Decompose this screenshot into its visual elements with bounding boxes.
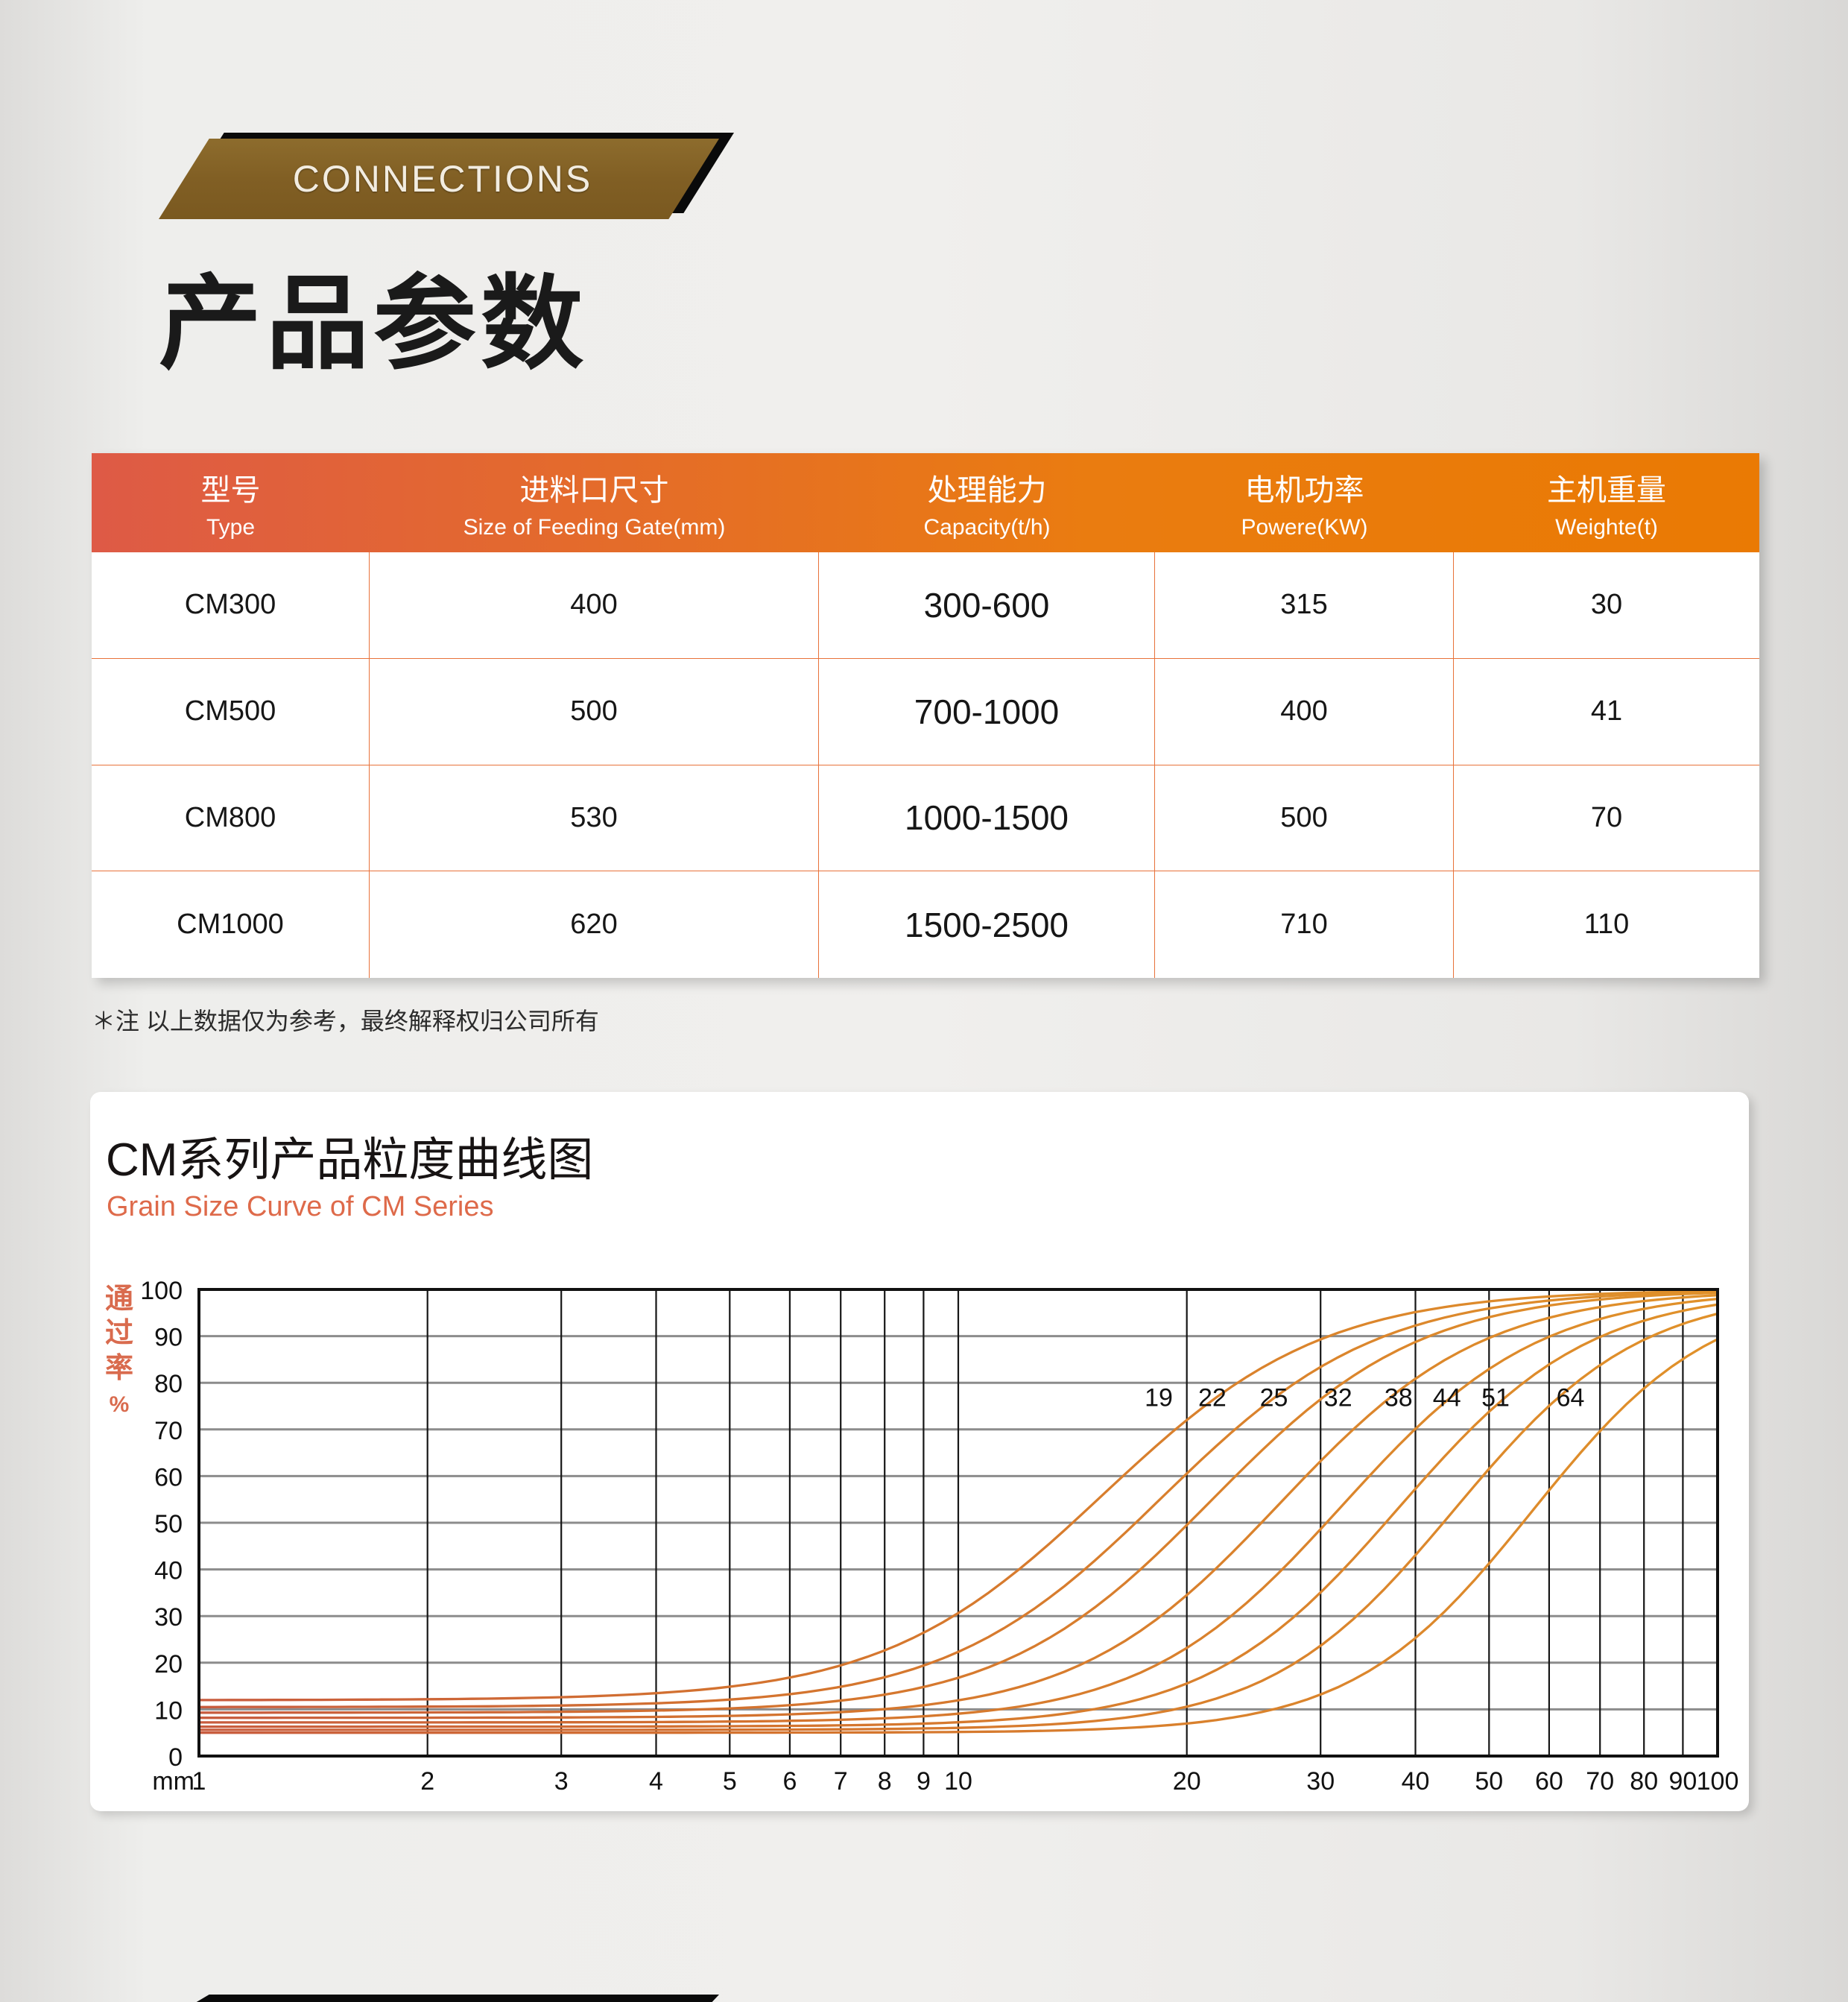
- svg-text:38: 38: [1385, 1384, 1413, 1412]
- svg-text:6: 6: [782, 1767, 797, 1796]
- svg-text:51: 51: [1481, 1384, 1510, 1412]
- svg-text:100: 100: [140, 1277, 183, 1305]
- svg-text:mm: mm: [152, 1767, 194, 1796]
- svg-text:20: 20: [1173, 1767, 1201, 1796]
- svg-text:30: 30: [154, 1603, 183, 1632]
- svg-text:9: 9: [917, 1767, 931, 1796]
- svg-text:30: 30: [1306, 1767, 1335, 1796]
- svg-text:10: 10: [154, 1696, 183, 1725]
- svg-text:50: 50: [154, 1510, 183, 1538]
- svg-text:44: 44: [1433, 1384, 1461, 1412]
- svg-text:5: 5: [723, 1767, 737, 1796]
- svg-text:32: 32: [1324, 1384, 1352, 1412]
- svg-text:60: 60: [1535, 1767, 1563, 1796]
- svg-text:90: 90: [1668, 1767, 1697, 1796]
- svg-text:60: 60: [154, 1463, 183, 1491]
- svg-text:80: 80: [1630, 1767, 1658, 1796]
- svg-text:100: 100: [1697, 1767, 1739, 1796]
- svg-text:40: 40: [154, 1557, 183, 1585]
- svg-text:90: 90: [154, 1324, 183, 1352]
- svg-text:64: 64: [1557, 1384, 1585, 1412]
- svg-text:25: 25: [1260, 1384, 1288, 1412]
- svg-text:40: 40: [1402, 1767, 1430, 1796]
- svg-text:50: 50: [1475, 1767, 1503, 1796]
- svg-text:70: 70: [154, 1417, 183, 1445]
- svg-text:3: 3: [554, 1767, 569, 1796]
- svg-text:10: 10: [944, 1767, 972, 1796]
- svg-text:70: 70: [1586, 1767, 1614, 1796]
- svg-text:19: 19: [1145, 1384, 1173, 1412]
- svg-text:80: 80: [154, 1370, 183, 1398]
- svg-text:20: 20: [154, 1650, 183, 1679]
- svg-text:7: 7: [834, 1767, 848, 1796]
- svg-text:22: 22: [1198, 1384, 1227, 1412]
- svg-text:8: 8: [878, 1767, 892, 1796]
- svg-text:2: 2: [420, 1767, 434, 1796]
- svg-text:4: 4: [649, 1767, 663, 1796]
